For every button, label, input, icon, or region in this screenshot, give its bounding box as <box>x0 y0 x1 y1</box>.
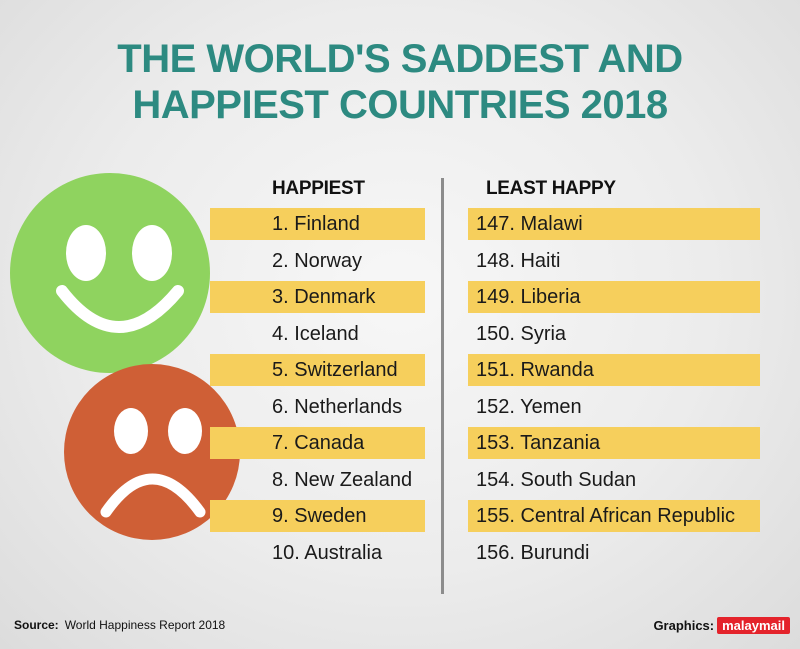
list-item: 6. Netherlands <box>272 395 403 418</box>
list-item: 10. Australia <box>272 541 383 564</box>
list-item: 153. Tanzania <box>468 427 760 459</box>
list-item: 9. Sweden <box>210 500 425 532</box>
list-item: 149. Liberia <box>468 281 760 313</box>
list-item: 3. Denmark <box>210 281 425 313</box>
list-item: 8. New Zealand <box>272 468 413 491</box>
list-item: 4. Iceland <box>272 322 359 345</box>
happiest-list: 1. Finland 2. Norway 3. Denmark 4. Icela… <box>210 208 425 573</box>
source-text: World Happiness Report 2018 <box>64 618 226 632</box>
list-item: 150. Syria <box>476 322 567 345</box>
source-label: Source: <box>14 618 59 632</box>
list-item: 5. Switzerland <box>210 354 425 386</box>
least-happy-heading: LEAST HAPPY <box>486 178 616 199</box>
smiley-face-icon <box>10 173 210 373</box>
list-item: 7. Canada <box>210 427 425 459</box>
least-happy-list: 147. Malawi 148. Haiti 149. Liberia 150.… <box>468 208 760 573</box>
title-line-2: HAPPIEST COUNTRIES 2018 <box>132 83 668 127</box>
graphics-credit: Graphics: malaymail <box>653 617 790 634</box>
list-item: 152. Yemen <box>476 395 582 418</box>
list-item: 155. Central African Republic <box>468 500 760 532</box>
happiest-heading: HAPPIEST <box>272 178 365 199</box>
title-line-1: THE WORLD'S SADDEST AND <box>117 37 683 81</box>
column-divider <box>441 178 444 594</box>
source-credit: Source: World Happiness Report 2018 <box>14 618 225 632</box>
graphics-label: Graphics: <box>653 618 715 633</box>
page-title: THE WORLD'S SADDEST AND HAPPIEST COUNTRI… <box>0 36 800 128</box>
brand-logo: malaymail <box>717 617 790 634</box>
list-item: 148. Haiti <box>476 249 561 272</box>
list-item: 151. Rwanda <box>468 354 760 386</box>
list-item: 156. Burundi <box>476 541 590 564</box>
list-item: 147. Malawi <box>468 208 760 240</box>
list-item: 1. Finland <box>210 208 425 240</box>
list-item: 2. Norway <box>272 249 363 272</box>
list-item: 154. South Sudan <box>476 468 637 491</box>
